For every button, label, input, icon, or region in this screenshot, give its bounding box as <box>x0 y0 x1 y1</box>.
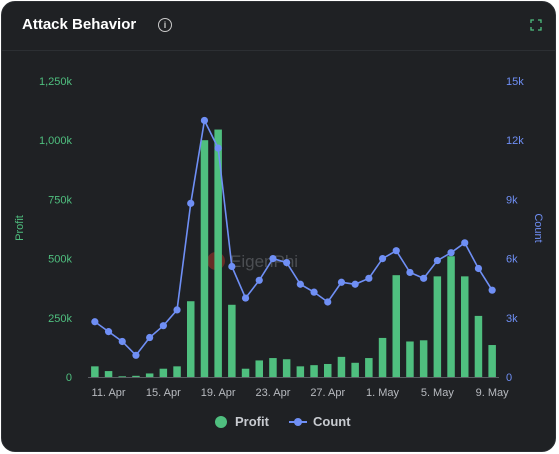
profit-bar <box>159 368 168 377</box>
count-point <box>420 274 428 282</box>
expand-icon[interactable] <box>530 19 542 31</box>
y-left-tick-label: 750k <box>48 194 72 206</box>
profit-bar <box>214 129 222 377</box>
profit-bar <box>488 345 496 377</box>
y-left-tick-label: 0 <box>66 372 72 384</box>
count-point <box>104 328 113 336</box>
y-left-axis-title: Profit <box>14 215 26 241</box>
profit-bar <box>461 276 469 377</box>
x-tick-label: 27. Apr <box>310 387 345 399</box>
x-tick-label: 9. May <box>476 387 510 399</box>
card-header: Attack Behavior i <box>2 2 555 51</box>
y-left-tick-label: 500k <box>48 254 72 266</box>
count-point <box>187 199 195 207</box>
profit-bar <box>433 276 442 377</box>
count-point <box>146 333 154 342</box>
profit-bar <box>351 362 359 377</box>
count-point <box>118 337 126 346</box>
count-line <box>94 117 493 357</box>
profit-bar <box>173 366 181 377</box>
count-point <box>228 262 236 271</box>
x-tick-label: 5. May <box>421 387 455 399</box>
count-point <box>337 278 346 286</box>
count-point <box>365 274 373 282</box>
y-left-tick-label: 1,250k <box>39 76 73 88</box>
count-point <box>310 288 318 296</box>
count-point <box>406 268 414 277</box>
count-point <box>241 294 250 302</box>
profit-bar <box>241 368 250 377</box>
profit-bar <box>406 341 414 377</box>
count-point <box>200 116 209 125</box>
count-point <box>461 239 469 247</box>
y-right-tick-label: 12k <box>506 135 524 147</box>
profit-bar <box>255 360 263 377</box>
count-point <box>392 247 400 255</box>
count-point <box>296 280 304 288</box>
profit-bar <box>365 358 373 377</box>
count-point <box>447 249 455 257</box>
count-point <box>283 258 291 267</box>
x-tick-label: 19. Apr <box>201 387 236 399</box>
info-icon[interactable]: i <box>158 18 172 32</box>
count-point <box>159 322 167 330</box>
profit-bar <box>91 366 99 377</box>
legend-marker-profit <box>215 415 227 428</box>
y-right-tick-label: 9k <box>506 194 518 206</box>
y-right-tick-label: 3k <box>506 313 518 325</box>
y-right-axis-title: Count <box>532 213 544 242</box>
y-right-tick-label: 6k <box>506 254 518 266</box>
count-point <box>91 318 99 326</box>
count-point <box>378 255 387 263</box>
x-tick-label: 1. May <box>366 387 400 399</box>
y-left-tick-label: 1,000k <box>39 135 73 147</box>
y-right-tick-label: 0 <box>506 372 512 384</box>
count-point <box>269 255 277 263</box>
chart-legend: Profit Count <box>2 414 557 434</box>
x-tick-label: 11. Apr <box>92 387 126 399</box>
count-point <box>351 280 359 288</box>
y-right-tick-label: 15k <box>506 76 524 88</box>
profit-bar <box>132 375 140 377</box>
x-tick-label: 23. Apr <box>256 387 291 399</box>
legend-item-profit[interactable]: Profit <box>215 414 269 429</box>
card-title: Attack Behavior <box>22 16 137 33</box>
profit-bar <box>187 301 195 377</box>
profit-bar <box>228 304 236 377</box>
profit-bar <box>269 358 277 377</box>
profit-bar <box>337 356 346 377</box>
count-point <box>474 264 483 273</box>
legend-item-count[interactable]: Count <box>289 414 351 429</box>
profit-bar <box>145 373 154 377</box>
profit-bar <box>118 376 126 378</box>
legend-label-profit: Profit <box>235 414 269 429</box>
profit-bar <box>282 359 291 377</box>
count-point <box>214 144 222 152</box>
x-tick-label: 15. Apr <box>146 387 181 399</box>
profit-bar <box>474 315 483 377</box>
legend-marker-count <box>289 416 307 428</box>
profit-bar <box>392 275 400 377</box>
count-point <box>324 298 332 306</box>
profit-bar <box>447 256 455 377</box>
profit-bar <box>310 365 318 377</box>
count-point <box>132 351 140 359</box>
profit-bar <box>378 337 387 377</box>
profit-bar <box>104 371 113 377</box>
profit-bar <box>200 140 209 377</box>
profit-bar <box>296 366 305 377</box>
y-left-tick-label: 250k <box>48 313 72 325</box>
profit-bar <box>419 340 428 377</box>
profit-bar <box>324 363 332 377</box>
count-point <box>433 256 441 265</box>
count-point <box>255 276 263 284</box>
legend-label-count: Count <box>313 414 351 429</box>
watermark-text: EigenPhi <box>230 252 298 271</box>
count-point <box>488 286 496 294</box>
count-point <box>173 306 181 314</box>
